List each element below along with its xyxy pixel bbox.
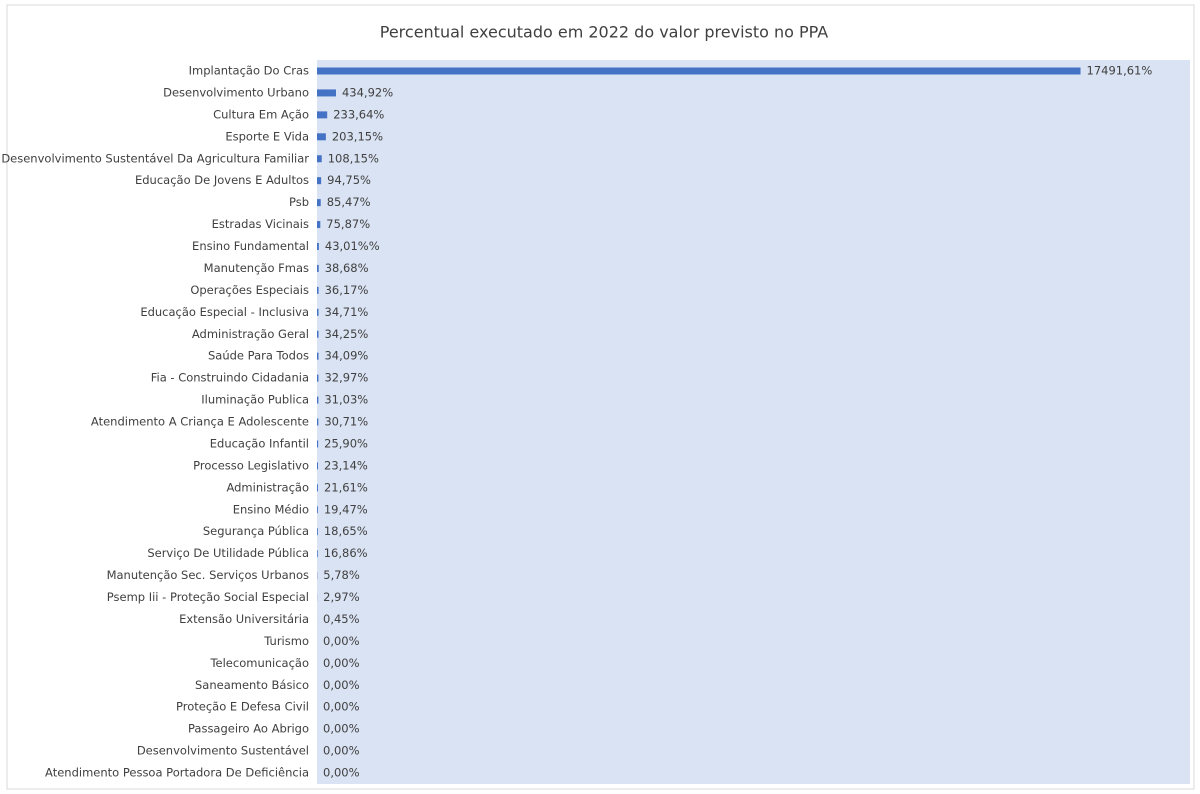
bar xyxy=(317,396,319,404)
y-tick-label: Processo Legislativo xyxy=(193,458,309,472)
y-tick-label: Fia - Construindo Cidadania xyxy=(151,371,309,385)
data-label: 21,61% xyxy=(324,480,368,494)
y-tick-label: Desenvolvimento Sustentável xyxy=(137,744,309,758)
y-tick-label: Segurança Pública xyxy=(203,524,309,538)
y-tick-label: Extensão Universitária xyxy=(179,612,309,626)
data-label: 0,00% xyxy=(323,656,360,670)
bar xyxy=(317,199,321,207)
bar xyxy=(317,67,1081,75)
y-tick-label: Desenvolvimento Urbano xyxy=(163,85,309,99)
y-tick-label: Administração xyxy=(226,480,309,494)
data-label: 31,03% xyxy=(324,393,368,407)
data-label: 19,47% xyxy=(324,502,368,516)
data-label: 30,71% xyxy=(324,415,368,429)
data-label: 2,97% xyxy=(323,590,360,604)
y-tick-label: Iluminação Publica xyxy=(201,393,309,407)
data-label: 32,97% xyxy=(324,371,368,385)
bar xyxy=(317,221,321,229)
y-tick-label: Serviço De Utilidade Pública xyxy=(147,546,309,560)
bar xyxy=(317,89,336,97)
data-label: 25,90% xyxy=(324,436,368,450)
data-label: 0,00% xyxy=(323,700,360,714)
y-tick-label: Atendimento Pessoa Portadora De Deficiên… xyxy=(45,766,309,780)
y-tick-label: Psb xyxy=(289,195,309,209)
data-label: 0,00% xyxy=(323,678,360,692)
data-label: 34,09% xyxy=(324,349,368,363)
chart-title: Percentual executado em 2022 do valor pr… xyxy=(380,23,829,42)
bar xyxy=(317,264,319,272)
y-tick-label: Turismo xyxy=(263,634,309,648)
y-tick-label: Saneamento Básico xyxy=(195,678,309,692)
bar xyxy=(317,440,319,448)
y-tick-label: Manutenção Fmas xyxy=(204,261,309,275)
data-label: 23,14% xyxy=(324,458,368,472)
y-tick-label: Educação Infantil xyxy=(210,436,309,450)
y-tick-label: Administração Geral xyxy=(192,327,309,341)
data-label: 5,78% xyxy=(323,568,360,582)
data-label: 38,68% xyxy=(325,261,369,275)
y-tick-label: Educação De Jovens E Adultos xyxy=(135,173,309,187)
bar xyxy=(317,133,326,141)
data-label: 34,71% xyxy=(325,305,369,319)
data-label: 233,64% xyxy=(333,107,384,121)
bar xyxy=(317,330,319,338)
bar xyxy=(317,155,322,163)
y-tick-label: Passageiro Ao Abrigo xyxy=(188,722,309,736)
data-label: 16,86% xyxy=(324,546,368,560)
y-tick-label: Implantação Do Cras xyxy=(189,64,309,78)
bar xyxy=(317,286,319,294)
y-tick-label: Esporte E Vida xyxy=(225,129,309,143)
data-label: 0,00% xyxy=(323,744,360,758)
bar xyxy=(317,177,322,185)
bar xyxy=(317,462,319,470)
y-tick-label: Manutenção Sec. Serviços Urbanos xyxy=(107,568,309,582)
y-tick-label: Operações Especiais xyxy=(190,283,309,297)
y-tick-label: Telecomunicação xyxy=(209,656,309,670)
data-label: 108,15% xyxy=(328,151,379,165)
data-label: 94,75% xyxy=(327,173,371,187)
y-tick-label: Proteção E Defesa Civil xyxy=(176,700,309,714)
bar xyxy=(317,243,319,250)
y-tick-label: Estradas Vicinais xyxy=(212,217,309,231)
y-tick-label: Psemp Iii - Proteção Social Especial xyxy=(107,590,309,604)
data-label: 0,45% xyxy=(323,612,360,626)
data-label: 0,00% xyxy=(323,634,360,648)
bar xyxy=(317,484,318,492)
plot-area xyxy=(317,60,1190,784)
data-label: 17491,61% xyxy=(1087,64,1153,78)
y-tick-label: Ensino Fundamental xyxy=(192,239,309,253)
y-tick-label: Educação Especial - Inclusiva xyxy=(140,305,309,319)
bar xyxy=(317,418,319,426)
bar xyxy=(317,528,318,536)
data-label: 0,00% xyxy=(323,722,360,736)
y-tick-label: Desenvolvimento Sustentável Da Agricultu… xyxy=(1,151,309,165)
data-label: 85,47% xyxy=(327,195,371,209)
data-label: 36,17% xyxy=(325,283,369,297)
bar xyxy=(317,506,318,514)
data-label: 43,01%% xyxy=(325,239,380,253)
y-tick-label: Saúde Para Todos xyxy=(208,349,309,363)
bar xyxy=(317,352,319,360)
bar xyxy=(317,550,318,558)
bar xyxy=(317,111,328,119)
data-label: 34,25% xyxy=(324,327,368,341)
bar xyxy=(317,308,319,316)
data-label: 18,65% xyxy=(324,524,368,538)
data-label: 434,92% xyxy=(342,85,393,99)
y-tick-label: Atendimento A Criança E Adolescente xyxy=(91,415,309,429)
data-label: 0,00% xyxy=(323,766,360,780)
data-label: 203,15% xyxy=(332,129,383,143)
y-tick-label: Cultura Em Ação xyxy=(213,107,309,121)
bar xyxy=(317,374,319,382)
data-label: 75,87% xyxy=(326,217,370,231)
y-tick-label: Ensino Médio xyxy=(233,502,309,516)
